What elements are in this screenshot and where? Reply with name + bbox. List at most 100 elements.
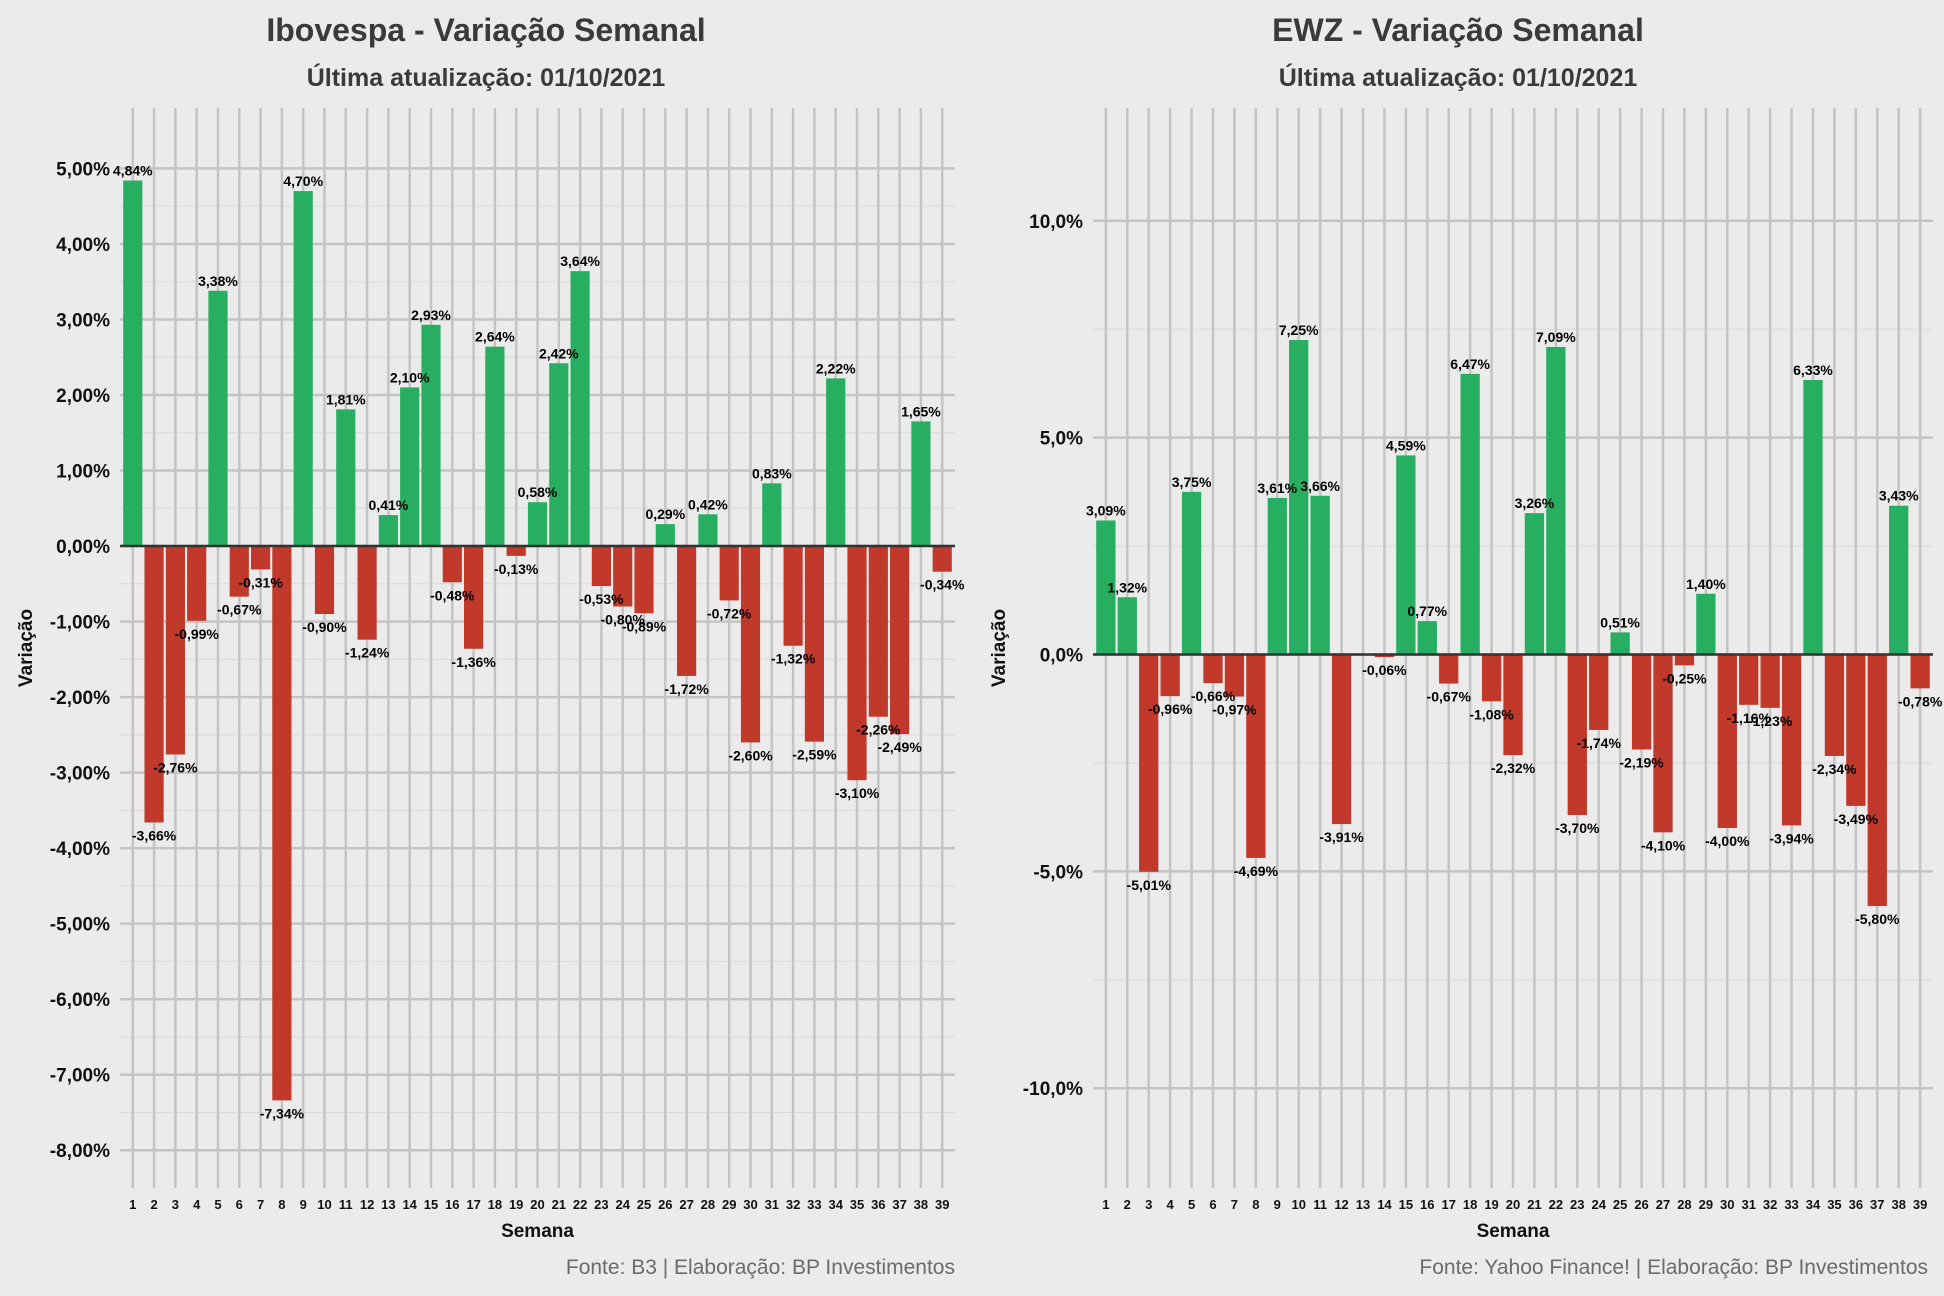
- y-tick-label: 4,00%: [56, 235, 110, 256]
- bar-week-6: [1203, 654, 1223, 684]
- bar-week-24: [1589, 654, 1609, 730]
- x-tick-label: 13: [1356, 1197, 1370, 1212]
- x-tick-label: 33: [1784, 1197, 1798, 1212]
- data-label-week-8: -7,34%: [260, 1105, 305, 1121]
- x-tick-label: 6: [236, 1197, 243, 1212]
- y-tick-label: -7,00%: [50, 1066, 110, 1087]
- data-label-week-3: -2,76%: [153, 759, 198, 775]
- bar-week-4: [1160, 654, 1180, 697]
- bar-week-22: [1546, 346, 1566, 655]
- x-tick-label: 18: [488, 1197, 502, 1212]
- data-label-week-23: -0,53%: [579, 591, 624, 607]
- bar-week-18: [1460, 373, 1480, 655]
- bar-week-30: [740, 546, 761, 743]
- x-tick-label: 9: [300, 1197, 307, 1212]
- y-tick-label: -4,00%: [50, 839, 110, 860]
- x-tick-label: 14: [402, 1197, 417, 1212]
- data-label-week-25: -0,89%: [622, 618, 667, 634]
- data-label-week-30: -4,00%: [1705, 833, 1750, 849]
- bar-week-31: [762, 483, 782, 547]
- bar-week-29: [1696, 593, 1716, 655]
- x-tick-label: 27: [679, 1197, 693, 1212]
- data-label-week-15: 4,59%: [1386, 437, 1426, 453]
- data-label-week-20: 0,58%: [518, 484, 558, 500]
- x-tick-label: 3: [1145, 1197, 1152, 1212]
- bar-week-7: [1224, 654, 1245, 697]
- x-tick-label: 1: [129, 1197, 136, 1212]
- x-tick-label: 30: [1720, 1197, 1734, 1212]
- y-tick-label: 5,00%: [56, 159, 110, 180]
- bar-week-7: [251, 546, 271, 570]
- x-tick-label: 8: [278, 1197, 285, 1212]
- x-tick-label: 31: [765, 1197, 779, 1212]
- x-tick-label: 20: [1506, 1197, 1520, 1212]
- bar-week-13: [378, 515, 398, 547]
- x-tick-label: 16: [1420, 1197, 1434, 1212]
- data-label-week-35: -3,10%: [835, 785, 880, 801]
- data-label-week-32: -1,23%: [1748, 713, 1793, 729]
- x-tick-label: 24: [615, 1197, 630, 1212]
- bar-week-34: [826, 378, 846, 547]
- bar-week-23: [1567, 654, 1587, 815]
- x-tick-label: 21: [1527, 1197, 1541, 1212]
- data-label-week-20: -2,32%: [1491, 760, 1536, 776]
- x-tick-label: 2: [150, 1197, 157, 1212]
- x-tick-label: 30: [743, 1197, 757, 1212]
- x-tick-label: 37: [1870, 1197, 1884, 1212]
- bar-week-3: [165, 546, 185, 755]
- bar-week-12: [1331, 654, 1352, 825]
- bar-week-19: [506, 546, 526, 556]
- x-tick-label: 36: [1849, 1197, 1863, 1212]
- data-label-week-11: 3,66%: [1300, 478, 1340, 494]
- bar-week-38: [911, 421, 931, 547]
- bar-week-9: [293, 191, 313, 547]
- x-tick-label: 27: [1656, 1197, 1670, 1212]
- chart-panel-2: 10,0% 5,0% 0,0% -5,0% -10,0% 3,09% 1,32% -5,01%…: [989, 12, 1943, 1279]
- data-label-week-22: 7,09%: [1536, 329, 1576, 345]
- data-label-week-23: -3,70%: [1555, 820, 1600, 836]
- x-axis-label: Semana: [1477, 1221, 1550, 1242]
- bar-week-26: [655, 524, 675, 547]
- x-tick-label: 16: [445, 1197, 459, 1212]
- data-label-week-12: -3,91%: [1319, 829, 1364, 845]
- data-label-week-29: -0,72%: [707, 605, 752, 621]
- bar-week-28: [698, 514, 718, 547]
- x-tick-label: 15: [424, 1197, 438, 1212]
- bar-week-14: [400, 387, 420, 547]
- bar-week-8: [1246, 654, 1266, 858]
- bar-week-14: [1374, 654, 1395, 658]
- bar-week-5: [208, 290, 228, 547]
- bar-week-37: [1867, 654, 1887, 907]
- x-tick-label: 11: [1313, 1197, 1327, 1212]
- data-label-week-38: 3,43%: [1879, 488, 1919, 504]
- bar-week-32: [783, 546, 803, 646]
- x-tick-label: 12: [360, 1197, 374, 1212]
- data-label-week-5: 3,75%: [1172, 474, 1212, 490]
- x-tick-label: 7: [257, 1197, 264, 1212]
- y-axis-label: Variação: [989, 609, 1010, 687]
- data-label-week-4: -0,99%: [175, 626, 220, 642]
- x-tick-label: 17: [466, 1197, 480, 1212]
- bar-week-36: [1846, 654, 1866, 806]
- y-tick-label: 5,0%: [1040, 429, 1083, 450]
- data-label-week-14: -0,06%: [1362, 662, 1407, 678]
- y-tick-label: -2,00%: [50, 688, 110, 709]
- x-tick-label: 19: [509, 1197, 523, 1212]
- bar-week-23: [591, 546, 611, 587]
- y-tick-label: -5,00%: [50, 915, 110, 936]
- x-tick-label: 26: [1634, 1197, 1648, 1212]
- data-label-week-10: -0,90%: [302, 619, 347, 635]
- x-tick-label: 17: [1441, 1197, 1455, 1212]
- x-tick-label: 9: [1274, 1197, 1281, 1212]
- bar-week-10: [1289, 340, 1309, 655]
- data-label-week-33: -2,59%: [792, 747, 837, 763]
- data-label-week-10: 7,25%: [1279, 322, 1319, 338]
- bar-week-35: [847, 546, 867, 781]
- data-label-week-26: -2,19%: [1619, 754, 1664, 770]
- data-label-week-39: -0,34%: [920, 577, 965, 593]
- bar-week-31: [1739, 654, 1759, 705]
- x-tick-label: 34: [1806, 1197, 1821, 1212]
- x-tick-label: 20: [530, 1197, 544, 1212]
- bar-week-29: [719, 546, 739, 601]
- data-label-week-28: -0,25%: [1662, 670, 1707, 686]
